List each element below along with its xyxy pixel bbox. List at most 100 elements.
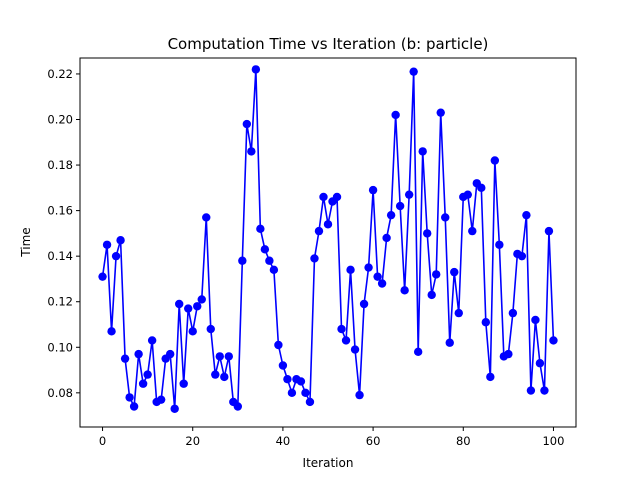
data-point [102,240,112,249]
data-point [310,254,319,263]
data-point [179,379,188,388]
data-point [111,251,121,261]
data-point [188,327,197,336]
data-point [544,226,554,236]
data-point [413,347,423,357]
data-point [274,340,283,350]
data-point [454,308,463,318]
data-point [220,372,229,382]
x-tick-label: 60 [366,434,381,448]
data-point [441,213,450,222]
data-point [134,349,143,359]
data-point [98,272,107,281]
data-point [269,265,279,275]
data-point [359,299,369,309]
data-point [504,349,513,359]
y-tick-label: 0.18 [47,158,73,172]
data-point [346,265,355,275]
data-point [224,352,233,361]
data-point [305,397,315,407]
data-point [296,377,306,386]
data-point [364,263,373,272]
data-point [404,190,414,199]
data-point [490,156,500,165]
data-point [260,245,270,254]
plot-frame [79,57,577,428]
data-point [337,324,346,334]
data-point [251,65,261,74]
data-point [468,226,477,236]
data-point [233,402,243,411]
data-point [445,338,454,347]
x-tick-label: 0 [99,434,106,448]
data-point [238,256,247,265]
data-point [247,147,256,156]
data-point [211,370,220,379]
data-point [418,147,427,156]
data-point [463,190,472,199]
data-point [129,402,139,411]
data-point [143,370,152,379]
data-point [242,119,252,129]
data-point [373,272,382,281]
data-point [481,318,491,327]
x-tick-label: 100 [542,434,564,448]
data-point [386,210,396,220]
y-tick-label: 0.14 [47,249,73,263]
data-point [423,229,432,238]
data-point [368,185,378,195]
data-point [409,67,418,76]
data-point [400,286,409,295]
y-tick-label: 0.08 [47,386,73,400]
data-point [314,226,324,236]
y-tick-label: 0.20 [47,113,73,127]
data-point [116,236,125,245]
data-point [170,404,179,413]
data-point [395,201,405,211]
data-point [265,256,274,265]
data-point [301,388,310,398]
data-point [197,295,206,304]
x-axis-label: Iteration [303,456,354,470]
data-point [184,304,193,313]
data-point [477,183,486,193]
x-tick-label: 40 [276,434,291,448]
data-point [215,352,224,361]
data-point [147,336,157,345]
data-point [120,354,130,363]
data-point [522,210,531,220]
y-axis-label: Time [19,227,33,257]
data-point [319,192,328,202]
x-tick-label: 80 [456,434,471,448]
data-point [377,279,387,288]
data-point [508,308,518,318]
data-point [355,390,364,400]
data-point [382,233,391,243]
data-point [549,336,558,345]
data-layer [98,65,558,413]
data-point [287,388,297,398]
data-point [107,327,116,336]
data-point [156,395,166,404]
data-point [540,386,549,395]
data-point [432,270,441,279]
data-point [165,349,175,359]
data-point [175,299,184,309]
data-point [323,220,333,229]
data-point [278,361,288,370]
y-tick-label: 0.22 [47,67,73,81]
data-point [486,372,495,382]
data-point [350,345,360,354]
data-point [535,359,545,368]
data-point [517,251,527,261]
data-point [256,224,265,234]
data-point [283,374,292,384]
data-point [495,240,504,249]
data-point [125,393,134,402]
data-point [427,290,436,300]
data-point [531,315,540,325]
data-point [138,379,148,388]
data-point [193,302,202,311]
y-tick-label: 0.10 [47,340,73,354]
